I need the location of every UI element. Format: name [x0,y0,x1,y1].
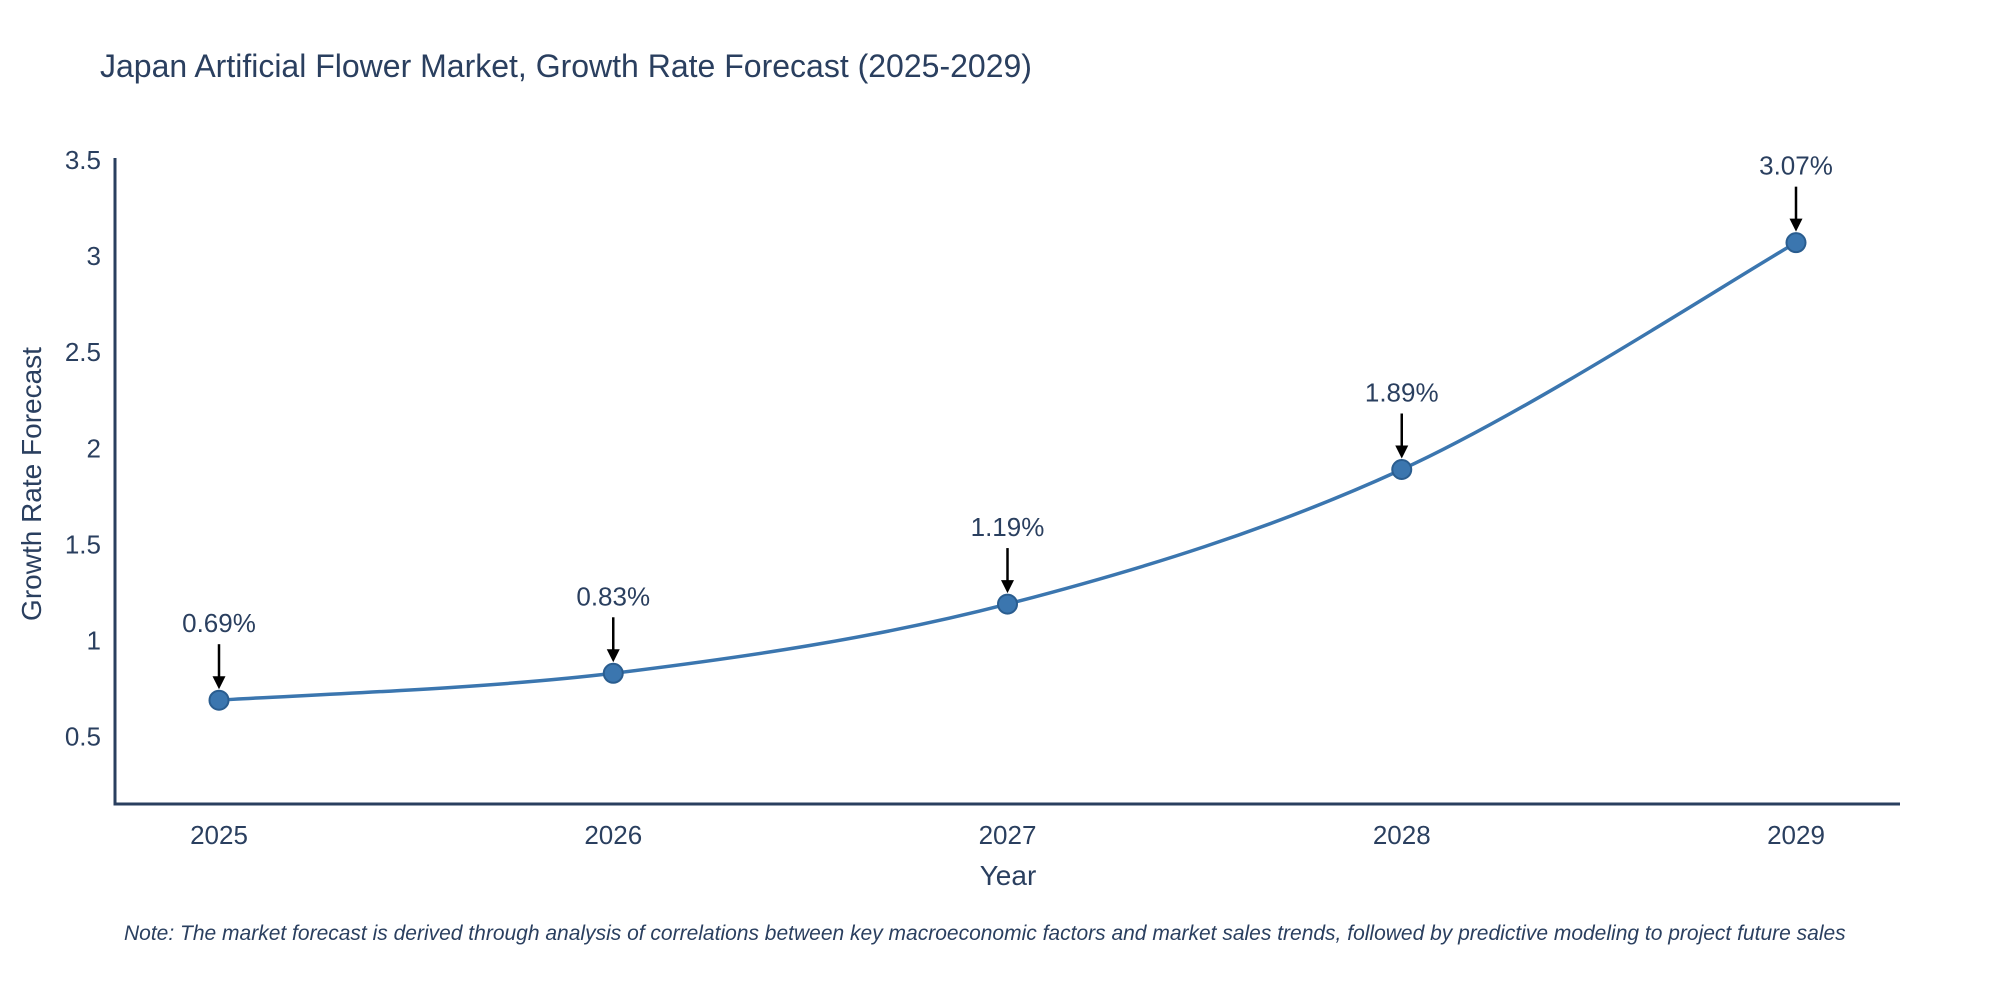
x-tick-label: 2025 [190,820,248,850]
data-point-marker [208,689,230,711]
annotation-label: 0.69% [182,608,256,638]
annotation-label: 0.83% [576,581,650,611]
y-tick-label: 1.5 [65,529,101,559]
y-tick-label: 3 [87,241,101,271]
annotation-label: 1.19% [971,512,1045,542]
annotation-arrowhead [1789,218,1803,232]
x-tick-label: 2029 [1767,820,1825,850]
data-point-marker [1785,232,1807,254]
y-tick-label: 3.5 [65,145,101,175]
x-tick-label: 2028 [1373,820,1431,850]
trend-line [218,241,1797,702]
footnote: Note: The market forecast is derived thr… [124,922,1846,945]
annotation-arrowhead [1001,580,1014,594]
x-axis-title: Year [979,860,1037,891]
chart-title: Japan Artificial Flower Market, Growth R… [100,48,1032,84]
annotation-label: 3.07% [1759,151,1833,181]
annotation-arrowhead [606,649,620,663]
y-tick-label: 2.5 [65,337,101,367]
data-point-marker [602,662,624,684]
y-tick-label: 0.5 [65,722,101,752]
annotation-arrowhead [212,676,226,690]
y-tick-label: 2 [87,433,101,463]
x-tick-label: 2026 [584,820,642,850]
data-point-marker [997,593,1018,615]
data-point-marker [1391,459,1413,481]
x-tick-label: 2027 [979,820,1037,850]
annotation-arrowhead [1395,445,1409,459]
y-tick-label: 1 [87,626,101,656]
annotation-label: 1.89% [1365,378,1439,408]
